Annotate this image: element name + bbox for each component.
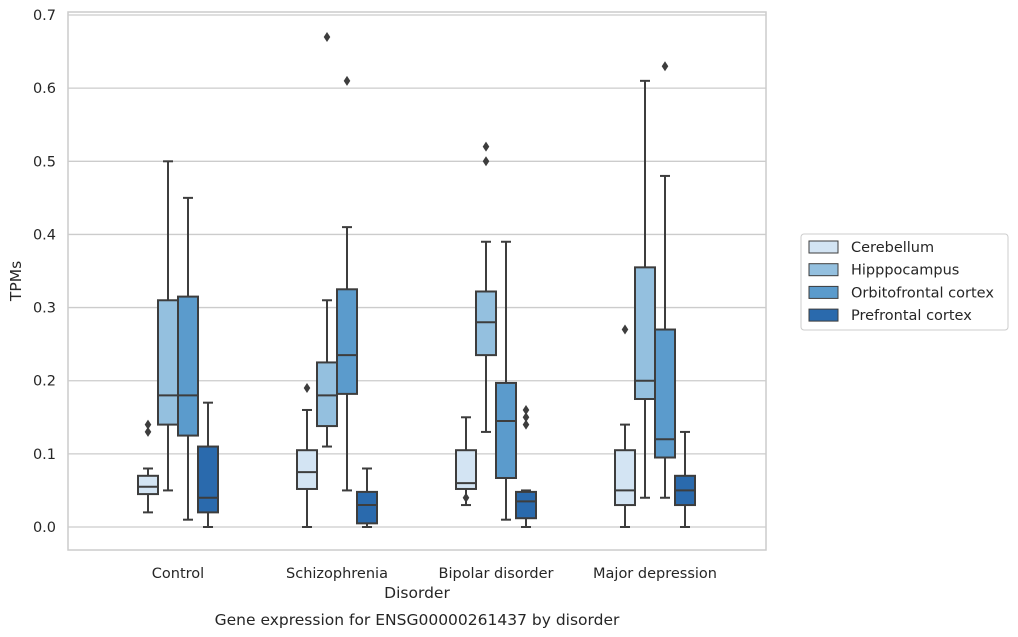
outlier-point (303, 383, 311, 394)
outlier-point (323, 31, 331, 42)
legend-swatch (808, 263, 839, 277)
outlier-point (621, 324, 629, 335)
outlier-point (661, 61, 669, 72)
box-group (634, 79, 656, 499)
y-tick-label: 0.3 (33, 301, 56, 317)
box-group (356, 467, 378, 528)
box-group (455, 416, 477, 507)
x-tick-label: Control (152, 566, 204, 582)
box (654, 328, 676, 459)
outlier-point (343, 75, 351, 86)
outlier-point (144, 419, 152, 430)
x-axis-label: Disorder (384, 584, 450, 602)
y-tick-label: 0.6 (33, 81, 56, 97)
outlier-point (462, 492, 470, 503)
legend: Cerebellum Hipppocampus Orbitofrontal cort… (800, 233, 1009, 331)
box (455, 449, 477, 490)
legend-label: Hipppocampus (851, 263, 959, 279)
box-group (157, 160, 179, 492)
y-ticks: 0.0 0.1 0.2 0.3 0.4 0.5 0.6 0.7 (33, 8, 56, 536)
x-tick-label: Schizophrenia (286, 566, 388, 582)
outlier-point (522, 419, 530, 430)
box (475, 290, 497, 357)
box (296, 449, 318, 490)
box-group (316, 31, 338, 448)
box (495, 381, 517, 479)
x-tick-label: Bipolar disorder (439, 566, 554, 582)
box-group (475, 141, 497, 433)
legend-label: Prefrontal cortex (851, 308, 972, 324)
box-group (296, 383, 318, 528)
y-tick-label: 0.7 (33, 8, 56, 24)
box-group (336, 75, 358, 492)
legend-swatch (808, 285, 839, 299)
legend-label: Orbitofrontal cortex (851, 285, 994, 301)
box (177, 295, 199, 437)
plot-area-frame (67, 11, 767, 551)
box-group (495, 240, 517, 521)
x-ticks: Control Schizophrenia Bipolar disorder Majo… (152, 566, 717, 582)
y-tick-label: 0.1 (33, 447, 56, 463)
y-tick-label: 0.4 (33, 227, 56, 243)
outlier-point (482, 156, 490, 167)
chart-caption: Gene expression for ENSG00000261437 by d… (215, 611, 620, 629)
y-axis-label: TPMs (7, 261, 25, 302)
legend-frame (800, 233, 1009, 331)
box-group (177, 196, 199, 521)
box (137, 474, 159, 496)
box-group (614, 324, 636, 528)
legend-swatch (808, 240, 839, 254)
box-group (137, 419, 159, 514)
box (515, 490, 537, 520)
box (634, 266, 656, 401)
x-tick-label: Major depression (593, 566, 717, 582)
box-group (674, 430, 696, 528)
y-tick-label: 0.5 (33, 154, 56, 170)
box-group (654, 61, 676, 499)
y-tick-label: 0.2 (33, 374, 56, 390)
box (614, 449, 636, 507)
box (356, 490, 378, 525)
box-group (515, 404, 537, 528)
y-tick-label: 0.0 (33, 520, 56, 536)
legend-swatch (808, 308, 839, 322)
outlier-point (482, 141, 490, 152)
box (197, 445, 219, 514)
boxes (137, 31, 696, 528)
box (316, 361, 338, 428)
legend-label: Cerebellum (851, 240, 934, 256)
box-group (197, 401, 219, 528)
outlier-point (144, 426, 152, 437)
outlier-point (522, 404, 530, 415)
box (336, 288, 358, 395)
box (157, 299, 179, 426)
outlier-point (522, 412, 530, 423)
